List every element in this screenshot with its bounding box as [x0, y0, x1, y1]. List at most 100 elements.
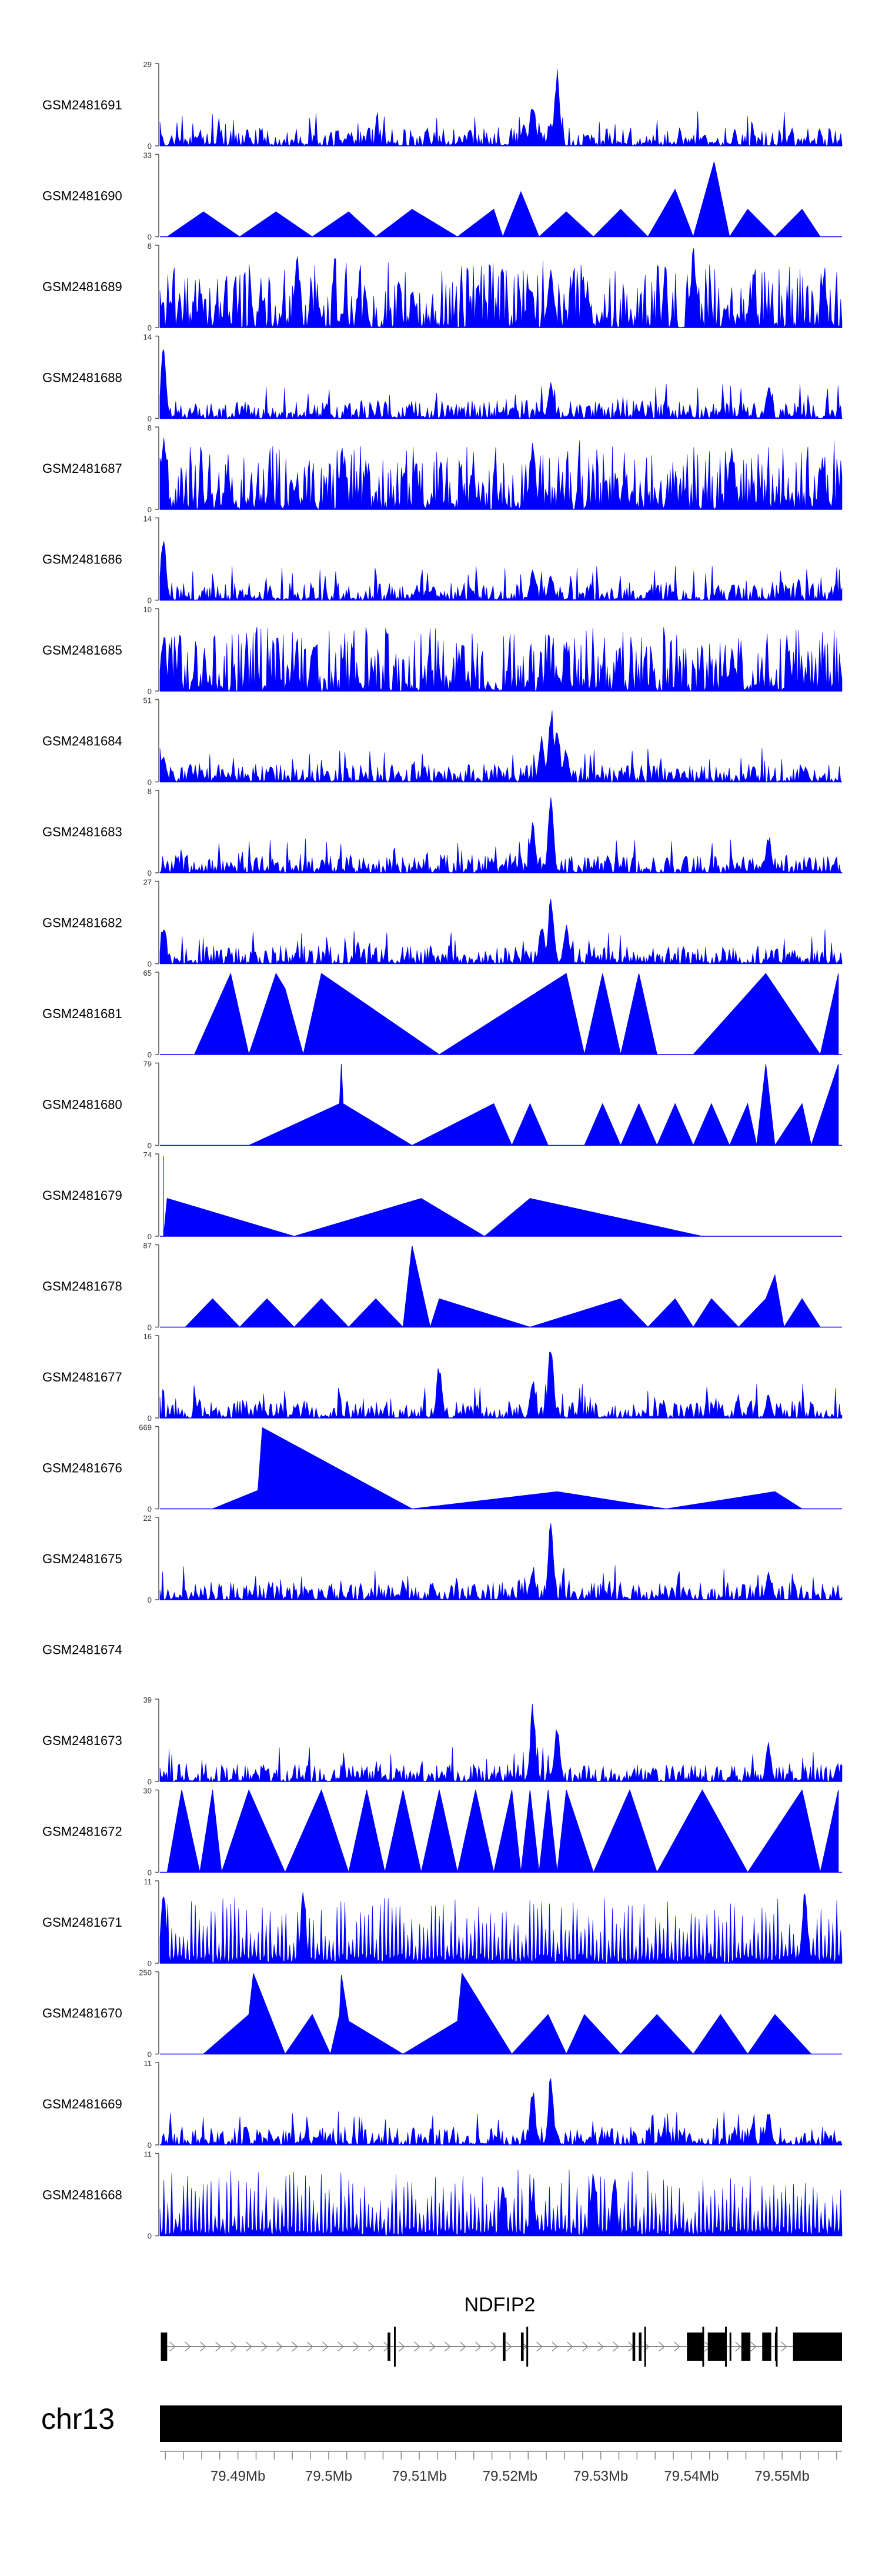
y-min-label: 0	[148, 1050, 152, 1059]
x-tick-label: 79.53Mb	[573, 2468, 628, 2484]
y-max-label: 669	[139, 1423, 152, 1432]
track-GSM2481680: GSM2481680 79 0	[42, 1060, 842, 1150]
exon-mark	[702, 2327, 704, 2367]
y-max-label: 10	[143, 605, 152, 614]
strand-arrow	[169, 2341, 176, 2352]
strand-arrow	[506, 2341, 512, 2352]
exon-mark	[526, 2327, 529, 2367]
x-tick-label: 79.52Mb	[483, 2468, 537, 2484]
track-label: GSM2481689	[42, 279, 122, 294]
coverage-area	[159, 1523, 843, 1600]
coverage-area	[166, 162, 821, 238]
strand-arrow	[200, 2341, 206, 2352]
track-GSM2481679: GSM2481679 74 0	[42, 1150, 842, 1241]
coverage-area	[193, 972, 839, 1056]
strand-arrow	[338, 2341, 344, 2352]
track-GSM2481687: GSM2481687 8 0	[42, 423, 843, 514]
exon	[639, 2333, 642, 2361]
strand-arrow	[781, 2341, 787, 2352]
track-label: GSM2481685	[42, 643, 122, 658]
track-label: GSM2481680	[42, 1097, 122, 1112]
track-label: GSM2481674	[42, 1643, 122, 1657]
y-max-label: 29	[143, 60, 152, 69]
track-GSM2481686: GSM2481686 14 0	[42, 515, 843, 605]
coverage-area	[159, 626, 843, 692]
strand-arrow	[215, 2341, 222, 2352]
track-label: GSM2481677	[42, 1370, 122, 1384]
strand-arrow	[490, 2341, 497, 2352]
coverage-area	[159, 1704, 843, 1782]
coverage-area	[202, 1972, 812, 2056]
y-max-label: 22	[143, 1514, 152, 1523]
track-label: GSM2481670	[42, 2006, 122, 2021]
y-max-label: 11	[144, 1877, 152, 1886]
strand-arrow	[185, 2341, 191, 2352]
chromosome-axis-panel: chr13 79.49Mb 79.5Mb 79.51Mb 79.52Mb 79.53Mb…	[41, 2403, 842, 2484]
exon	[793, 2333, 842, 2361]
x-tick-label: 79.55Mb	[754, 2468, 809, 2484]
exon	[687, 2333, 703, 2361]
track-GSM2481671: GSM2481671 11 0	[42, 1877, 843, 1968]
y-min-label: 0	[148, 142, 152, 151]
y-max-label: 8	[148, 423, 152, 432]
strand-arrow	[735, 2341, 741, 2352]
exon-mark	[393, 2327, 396, 2367]
exon-mark	[725, 2327, 727, 2367]
y-min-label: 0	[148, 2050, 152, 2059]
strand-arrow	[414, 2341, 420, 2352]
track-label: GSM2481690	[42, 189, 122, 203]
track-label: GSM2481668	[42, 2188, 122, 2203]
strand-arrow	[567, 2341, 573, 2352]
y-min-label: 0	[148, 1142, 152, 1150]
chromosome-label: chr13	[41, 2403, 115, 2435]
strand-arrow	[246, 2341, 252, 2352]
y-max-label: 8	[148, 242, 152, 251]
y-min-label: 0	[148, 415, 152, 423]
y-min-label: 0	[148, 596, 152, 605]
y-min-label: 0	[148, 778, 152, 787]
strand-arrow	[460, 2341, 466, 2352]
y-max-label: 250	[139, 1968, 152, 1977]
exon	[762, 2333, 771, 2361]
y-max-label: 87	[143, 1242, 152, 1250]
coverage-area	[185, 1245, 821, 1329]
coverage-area	[159, 438, 843, 510]
track-GSM2481688: GSM2481688 14 0	[42, 333, 843, 423]
track-GSM2481683: GSM2481683 8 0	[42, 787, 843, 877]
y-min-label: 0	[148, 1323, 152, 1332]
coverage-area	[159, 2170, 843, 2237]
y-min-label: 0	[148, 1232, 152, 1241]
track-GSM2481668: GSM2481668 11 0	[42, 2150, 843, 2241]
y-max-label: 30	[143, 1787, 152, 1796]
y-max-label: 65	[143, 969, 152, 977]
exon-mark	[776, 2327, 778, 2367]
coverage-area	[159, 349, 843, 419]
track-GSM2481690: GSM2481690 33 0	[42, 151, 842, 242]
coverage-area	[159, 710, 843, 783]
strand-arrow	[613, 2341, 619, 2352]
exon	[632, 2333, 636, 2361]
track-label: GSM2481672	[42, 1824, 122, 1839]
y-min-label: 0	[148, 1596, 152, 1604]
y-min-label: 0	[148, 1414, 152, 1423]
exon	[520, 2333, 524, 2361]
y-max-label: 11	[144, 2059, 152, 2068]
strand-arrow	[276, 2341, 283, 2352]
track-label: GSM2481673	[42, 1733, 122, 1748]
track-GSM2481673: GSM2481673 39 0	[42, 1696, 843, 1786]
exon	[729, 2333, 731, 2361]
y-min-label: 0	[148, 960, 152, 969]
coverage-area	[248, 1064, 839, 1147]
x-tick-label: 79.49Mb	[211, 2468, 265, 2484]
strand-arrow	[674, 2341, 680, 2352]
track-label: GSM2481676	[42, 1461, 122, 1476]
y-max-label: 39	[143, 1696, 152, 1704]
y-min-label: 0	[148, 2141, 152, 2150]
strand-arrow	[445, 2341, 451, 2352]
track-GSM2481681: GSM2481681 65 0	[42, 969, 842, 1059]
y-min-label: 0	[148, 687, 152, 696]
exon-mark	[644, 2327, 646, 2367]
strand-arrow	[552, 2341, 558, 2352]
coverage-area	[159, 1352, 843, 1419]
